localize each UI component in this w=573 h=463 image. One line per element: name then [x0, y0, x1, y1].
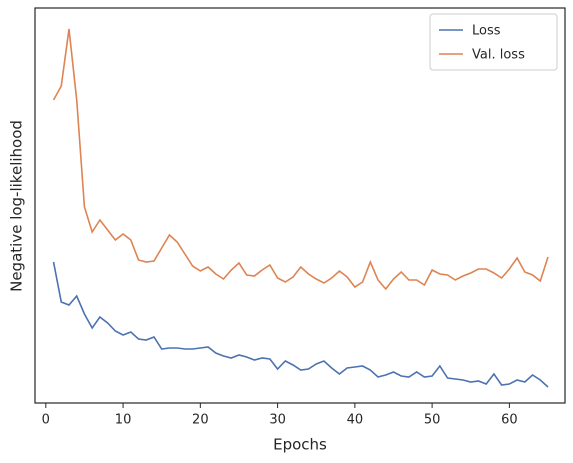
x-tick-label: 20 — [192, 413, 209, 428]
x-axis-label: Epochs — [273, 436, 327, 454]
line-series — [52, 261, 549, 388]
x-tick-label: 50 — [424, 413, 441, 428]
legend-label: Loss — [472, 24, 501, 39]
y-axis-label: Negative log-likelihood — [8, 120, 26, 292]
x-tick-label: 40 — [347, 413, 364, 428]
plot-frame — [34, 7, 566, 404]
legend-box — [429, 13, 558, 71]
x-tick-label: 0 — [42, 413, 50, 428]
line-series — [52, 28, 549, 291]
legend-label: Val. loss — [472, 48, 525, 63]
x-tick-label: 10 — [115, 413, 132, 428]
x-tick-label: 30 — [269, 413, 286, 428]
x-tick-label: 60 — [501, 413, 518, 428]
